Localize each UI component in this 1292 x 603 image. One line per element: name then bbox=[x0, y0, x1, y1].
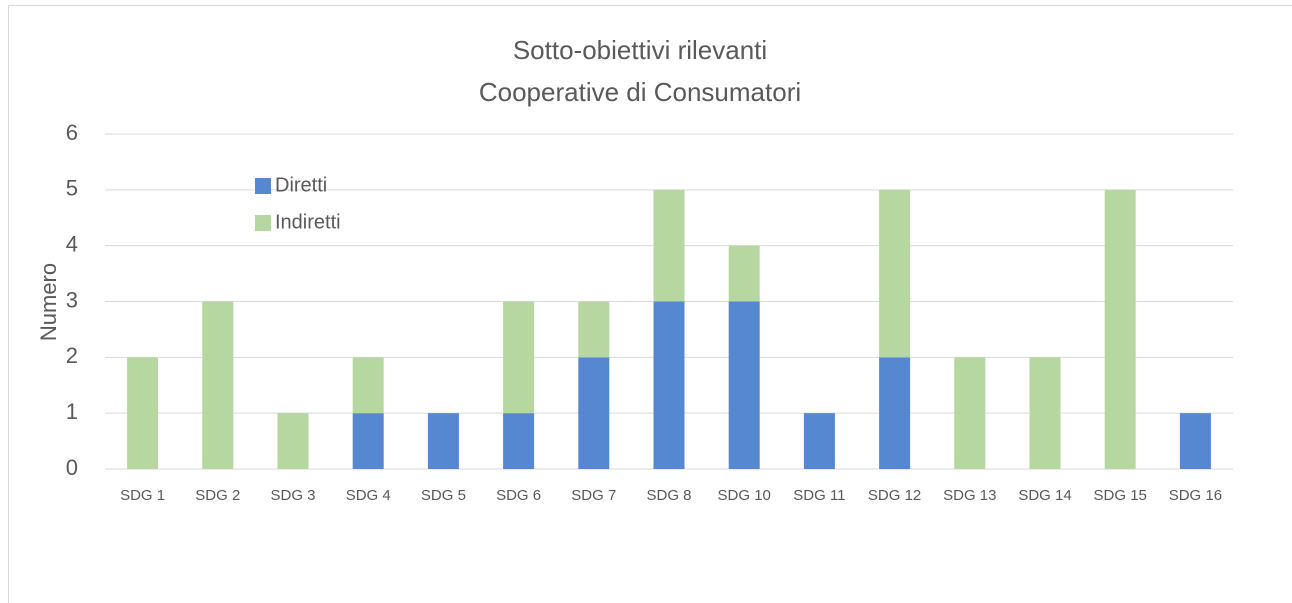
bar-segment bbox=[1029, 357, 1061, 469]
bar-segment bbox=[578, 357, 610, 469]
bar-segment bbox=[503, 301, 535, 414]
x-tick-label: SDG 8 bbox=[646, 487, 691, 504]
bar-segment bbox=[202, 301, 234, 469]
x-tick-label: SDG 10 bbox=[718, 487, 771, 504]
bar-segment bbox=[653, 301, 685, 469]
legend-label: Indiretti bbox=[275, 211, 341, 233]
bar-segment bbox=[352, 357, 384, 414]
bar-segment bbox=[653, 189, 685, 302]
bar-segment bbox=[954, 357, 986, 469]
x-tick-label: SDG 5 bbox=[421, 487, 466, 504]
y-tick-label: 2 bbox=[66, 343, 78, 368]
x-tick-label: SDG 4 bbox=[346, 487, 391, 504]
legend-swatch bbox=[255, 215, 271, 231]
legend-swatch bbox=[255, 178, 271, 194]
x-tick-label: SDG 12 bbox=[868, 487, 921, 504]
bar-segment bbox=[277, 413, 309, 469]
bar-segment bbox=[127, 357, 159, 469]
x-tick-label: SDG 7 bbox=[571, 487, 616, 504]
bar-segment bbox=[803, 413, 835, 469]
legend-label: Diretti bbox=[275, 174, 327, 196]
x-tick-label: SDG 11 bbox=[793, 487, 845, 504]
y-tick-label: 0 bbox=[66, 455, 78, 480]
y-tick-label: 3 bbox=[66, 287, 78, 312]
bar-segment bbox=[1179, 413, 1211, 469]
x-tick-label: SDG 2 bbox=[195, 487, 240, 504]
bar-segment bbox=[578, 301, 610, 358]
bar-segment bbox=[1104, 189, 1136, 470]
chart-title: Sotto-obiettivi rilevanti bbox=[513, 35, 767, 65]
chart-title: Cooperative di Consumatori bbox=[479, 77, 801, 107]
x-tick-label: SDG 1 bbox=[120, 487, 165, 504]
x-tick-label: SDG 6 bbox=[496, 487, 541, 504]
x-tick-label: SDG 15 bbox=[1094, 487, 1147, 504]
y-tick-label: 1 bbox=[66, 399, 78, 424]
bar-segment bbox=[427, 413, 459, 469]
x-tick-label: SDG 13 bbox=[943, 487, 996, 504]
bar-segment bbox=[879, 189, 911, 358]
bar-segment bbox=[879, 357, 911, 469]
bar-segment bbox=[352, 413, 384, 469]
bar-segment bbox=[503, 413, 535, 469]
x-tick-label: SDG 3 bbox=[270, 487, 315, 504]
y-tick-label: 5 bbox=[66, 176, 78, 201]
bar-segment bbox=[728, 245, 760, 302]
y-tick-label: 4 bbox=[66, 231, 78, 256]
y-tick-label: 6 bbox=[66, 120, 78, 145]
y-axis-title: Numero bbox=[36, 263, 61, 341]
bar-segment bbox=[728, 301, 760, 469]
x-tick-label: SDG 14 bbox=[1018, 487, 1071, 504]
x-tick-label: SDG 16 bbox=[1169, 487, 1222, 504]
